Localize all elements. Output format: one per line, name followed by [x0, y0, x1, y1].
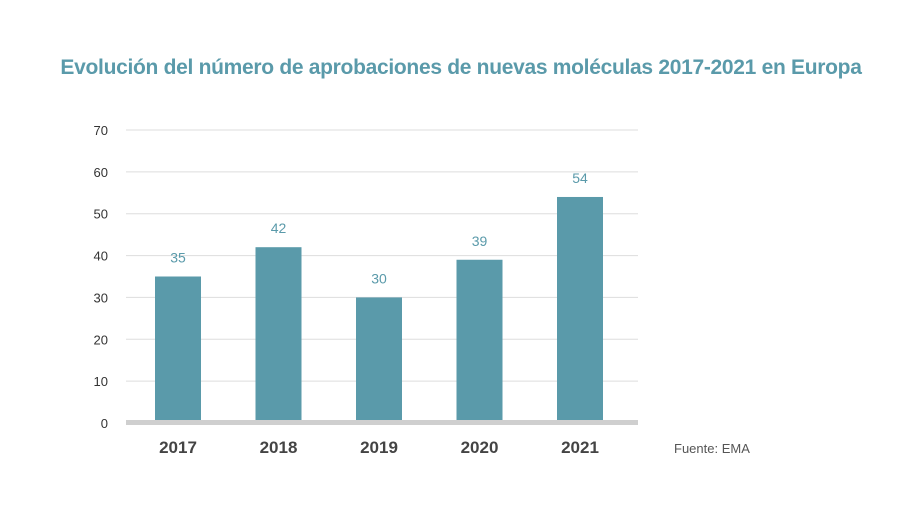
y-tick-label: 60 [94, 165, 108, 180]
y-tick-label: 20 [94, 332, 108, 347]
x-tick-label-2021: 2021 [561, 438, 599, 457]
data-label-2020: 39 [472, 233, 488, 249]
x-axis-baseline [126, 420, 638, 425]
data-label-2019: 30 [371, 270, 387, 286]
bar-2020 [456, 259, 503, 423]
x-tick-label-2018: 2018 [260, 438, 298, 457]
data-labels: 35 42 30 39 54 [170, 170, 588, 286]
baseline [126, 420, 638, 425]
y-tick-label: 70 [94, 123, 108, 138]
y-tick-label: 50 [94, 207, 108, 222]
y-tick-label: 40 [94, 249, 108, 264]
bar-2019 [356, 297, 402, 423]
bar-2018 [255, 247, 302, 423]
chart-title: Evolución del número de aprobaciones de … [60, 56, 862, 79]
x-tick-label-2020: 2020 [461, 438, 499, 457]
data-label-2021: 54 [572, 170, 588, 186]
x-axis-ticks: 2017 2018 2019 2020 2021 [159, 438, 599, 457]
y-tick-label: 30 [94, 290, 108, 305]
bar-2021 [557, 196, 603, 423]
data-label-2018: 42 [271, 220, 287, 236]
y-tick-label: 10 [94, 374, 108, 389]
bars [155, 196, 603, 423]
bar-2017 [155, 276, 201, 423]
data-label-2017: 35 [170, 250, 186, 266]
x-tick-label-2017: 2017 [159, 438, 197, 457]
y-axis-ticks: 0 10 20 30 40 50 60 70 [94, 123, 108, 431]
x-tick-label-2019: 2019 [360, 438, 398, 457]
y-tick-label: 0 [101, 416, 108, 431]
source-note: Fuente: EMA [674, 441, 750, 456]
